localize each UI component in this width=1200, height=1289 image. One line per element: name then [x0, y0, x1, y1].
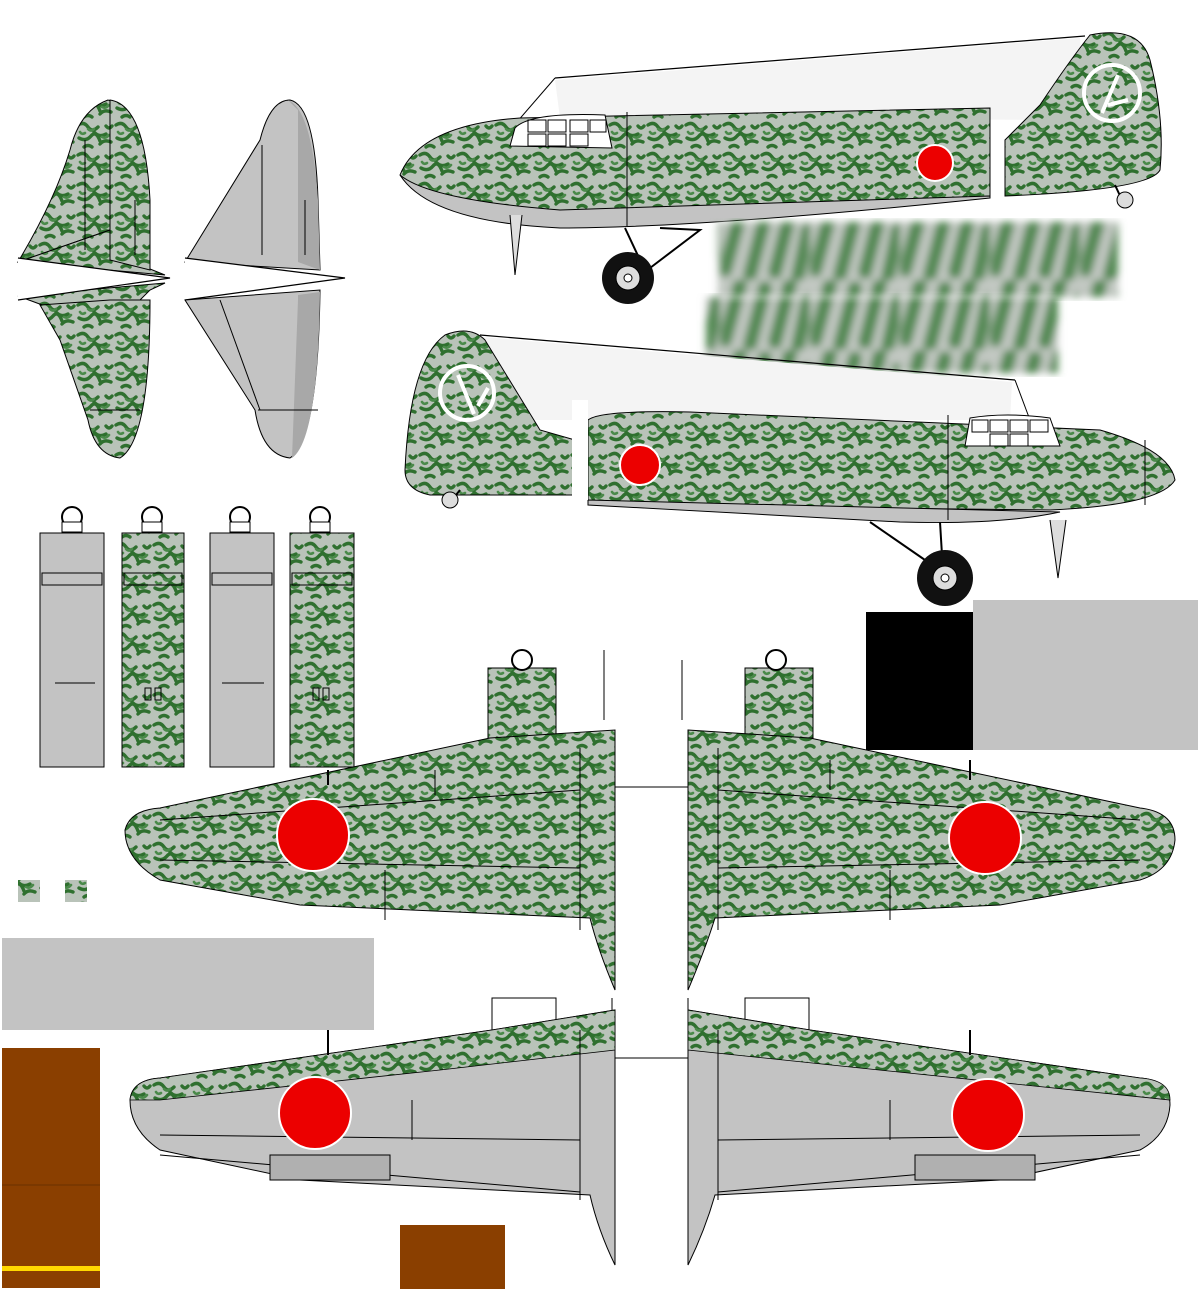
wing-lower-right: [687, 997, 1171, 1266]
red-circle-icon: [276, 798, 350, 872]
upper-wings: [124, 649, 1176, 991]
red-circle-icon: [619, 444, 661, 486]
lower-wings: [129, 997, 1171, 1266]
wing-upper-left: [124, 649, 616, 991]
swatch-black: [866, 612, 973, 750]
swatch-grey-wide: [2, 938, 374, 1030]
tailplane-grey-view: [184, 99, 346, 459]
tailplane-camo-view: [16, 99, 171, 459]
fuselage-side-left: [404, 330, 1176, 606]
fuselage-side-right: [399, 32, 1162, 304]
color-swatches: [2, 600, 1198, 1289]
nacelle-grey-2: [209, 506, 275, 768]
swatch-brown-tall: [2, 1048, 100, 1288]
swatch-yellow-stripe: [2, 1266, 100, 1271]
blur-camo-swatches: [706, 222, 1118, 373]
engine-nacelles: [39, 506, 355, 768]
swatch-camo-small-2: [65, 880, 87, 902]
red-circle-icon: [916, 144, 954, 182]
nacelle-grey-1: [39, 506, 105, 768]
swatch-camo-small-1: [18, 880, 40, 902]
red-circle-icon: [951, 1078, 1025, 1152]
nacelle-camo-2: [289, 506, 355, 768]
red-circle-icon: [278, 1076, 352, 1150]
red-circle-icon: [948, 801, 1022, 875]
circled-emblem-icon: [1082, 63, 1142, 123]
wing-upper-right: [681, 649, 1176, 991]
nacelle-camo-1: [121, 506, 185, 768]
main-gear: [509, 184, 1134, 304]
swatch-grey-large: [973, 600, 1198, 750]
swatch-brown-small: [400, 1225, 505, 1289]
circled-emblem-icon: [438, 364, 496, 422]
main-gear: [441, 489, 1067, 606]
wing-lower-left: [129, 997, 616, 1266]
